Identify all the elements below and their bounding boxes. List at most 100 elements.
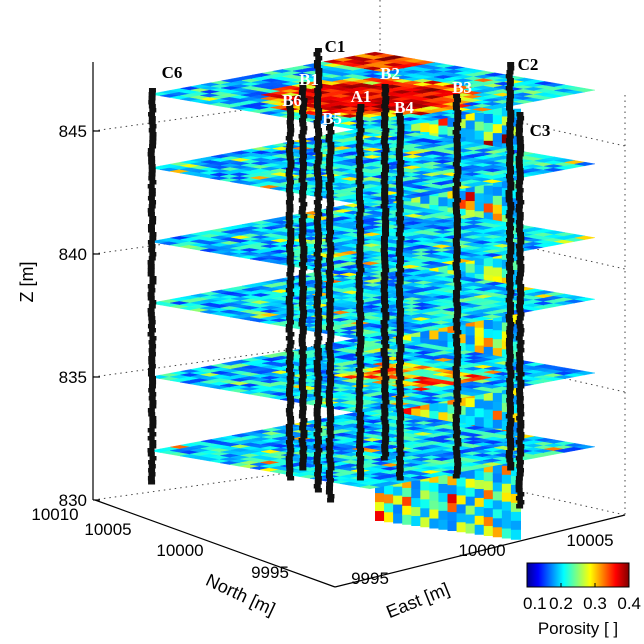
well-segment: [315, 132, 323, 137]
section-cell: [420, 400, 431, 411]
section-cell: [474, 130, 485, 141]
well-segment: [298, 438, 306, 443]
well-segment: [147, 260, 155, 265]
well-segment: [148, 164, 156, 169]
well-segment: [149, 280, 157, 285]
well-segment: [355, 296, 363, 301]
well-segment: [299, 374, 307, 379]
section-cell: [447, 521, 458, 531]
well-segment: [285, 392, 293, 397]
well-segment: [453, 358, 461, 363]
well-segment: [381, 244, 389, 249]
well-segment: [516, 248, 524, 253]
well-segment: [313, 104, 321, 109]
well-segment: [148, 328, 156, 333]
section-cell: [474, 265, 485, 275]
well-label-c6: C6: [162, 63, 183, 82]
well-segment: [517, 444, 525, 449]
z-tick-label: 840: [59, 245, 87, 264]
well-segment: [505, 454, 513, 459]
well-segment: [453, 230, 461, 235]
well-segment: [380, 272, 388, 277]
well-segment: [357, 316, 365, 321]
well-segment: [326, 478, 334, 483]
well-segment: [381, 184, 389, 189]
well-segment: [286, 468, 294, 473]
well-segment: [517, 148, 525, 153]
section-cell: [483, 320, 494, 330]
well-segment: [506, 230, 514, 235]
well-segment: [315, 152, 323, 157]
well-trace: [313, 48, 323, 493]
well-segment: [507, 290, 515, 295]
well-segment: [147, 228, 155, 233]
well-segment: [313, 360, 321, 365]
well-segment: [381, 392, 389, 397]
well-segment: [507, 114, 515, 119]
section-cell: [501, 492, 512, 503]
well-segment: [313, 120, 321, 125]
well-segment: [287, 476, 295, 481]
well-segment: [299, 326, 307, 331]
well-segment: [397, 412, 405, 417]
well-segment: [396, 280, 404, 285]
well-segment: [505, 414, 513, 419]
section-cell: [447, 494, 458, 505]
section-cell: [438, 412, 449, 423]
well-segment: [315, 428, 323, 433]
well-segment: [506, 222, 514, 227]
section-cell: [429, 330, 440, 341]
well-segment: [396, 116, 404, 121]
well-segment: [382, 336, 390, 341]
well-segment: [454, 126, 462, 131]
well-segment: [452, 186, 460, 191]
well-segment: [326, 118, 334, 123]
well-segment: [315, 72, 323, 77]
section-cell: [465, 469, 476, 480]
well-segment: [148, 352, 156, 357]
well-segment: [397, 376, 405, 381]
well-label-b5: B5: [322, 109, 342, 128]
well-segment: [300, 126, 308, 131]
section-cell: [483, 400, 494, 411]
well-trace: [395, 112, 405, 481]
well-segment: [381, 420, 389, 425]
well-segment: [285, 212, 293, 217]
section-cell: [483, 508, 494, 519]
well-segment: [314, 420, 322, 425]
slice-cell: [574, 88, 596, 93]
well-segment: [327, 174, 335, 179]
well-segment: [147, 264, 155, 269]
section-cell: [438, 501, 449, 512]
well-segment: [382, 424, 390, 429]
well-segment: [381, 388, 389, 393]
well-segment: [314, 224, 322, 229]
well-segment: [507, 118, 515, 123]
well-segment: [287, 252, 295, 257]
well-segment: [327, 382, 335, 387]
well-segment: [327, 330, 335, 335]
well-segment: [517, 384, 525, 389]
well-segment: [356, 392, 364, 397]
well-segment: [326, 394, 334, 399]
well-segment: [454, 438, 462, 443]
well-segment: [397, 360, 405, 365]
well-segment: [314, 160, 322, 165]
well-segment: [454, 410, 462, 415]
well-segment: [381, 200, 389, 205]
section-cell: [474, 336, 485, 347]
section-cell: [492, 410, 503, 421]
well-segment: [148, 464, 156, 469]
section-cell: [501, 528, 512, 539]
well-segment: [396, 248, 404, 253]
well-segment: [149, 180, 157, 185]
well-segment: [506, 334, 514, 339]
well-segment: [517, 312, 525, 317]
well-segment: [148, 396, 156, 401]
well-segment: [356, 348, 364, 353]
well-segment: [149, 404, 157, 409]
section-cell: [429, 473, 440, 484]
well-segment: [314, 96, 322, 101]
well-segment: [516, 344, 524, 349]
